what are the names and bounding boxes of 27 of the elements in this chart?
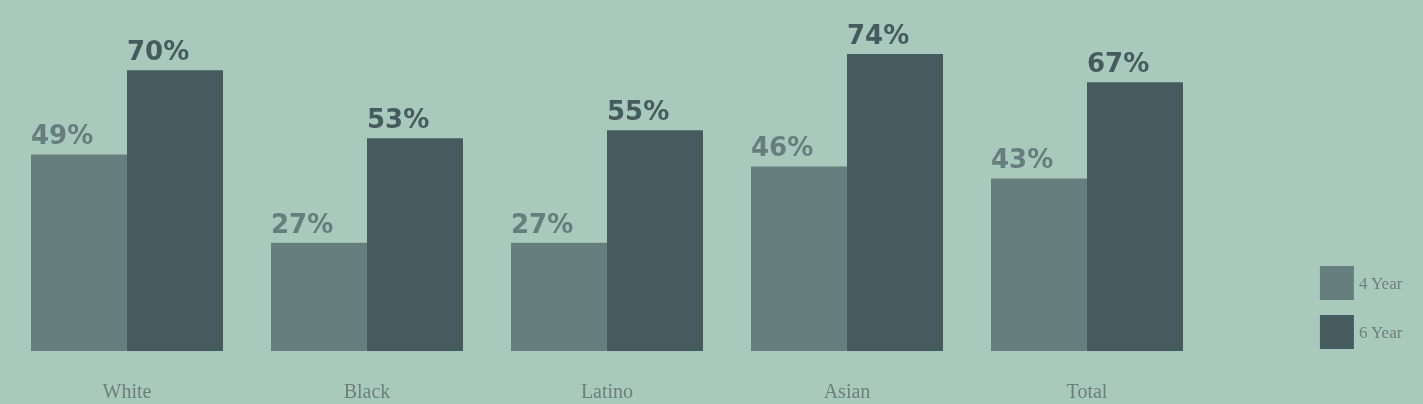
x-tick-label: White: [102, 380, 152, 402]
data-label: 27%: [271, 208, 334, 239]
data-label: 55%: [607, 96, 670, 127]
bar: [31, 154, 127, 351]
x-tick-label: Latino: [580, 380, 634, 402]
bar: [847, 54, 943, 351]
bar: [511, 242, 607, 351]
data-label: 49%: [31, 120, 94, 151]
data-label: 43%: [991, 144, 1054, 175]
bar: [607, 130, 703, 351]
bar: [1087, 82, 1183, 351]
x-tick-label: Black: [343, 380, 391, 402]
x-tick-label: Total: [1066, 380, 1108, 402]
data-label: 74%: [847, 20, 910, 51]
legend-label: 4 Year: [1358, 273, 1403, 293]
bar: [751, 166, 847, 351]
x-tick-label: Asian: [823, 380, 871, 402]
data-label: 46%: [751, 132, 814, 163]
data-label: 70%: [127, 36, 190, 67]
data-label: 53%: [367, 104, 430, 135]
bar: [271, 242, 367, 351]
bar: [367, 138, 463, 351]
bar: [127, 70, 223, 351]
data-label: 67%: [1087, 48, 1150, 79]
legend-label: 6 Year: [1358, 322, 1403, 342]
bar: [991, 178, 1087, 351]
data-label: 27%: [511, 208, 574, 239]
